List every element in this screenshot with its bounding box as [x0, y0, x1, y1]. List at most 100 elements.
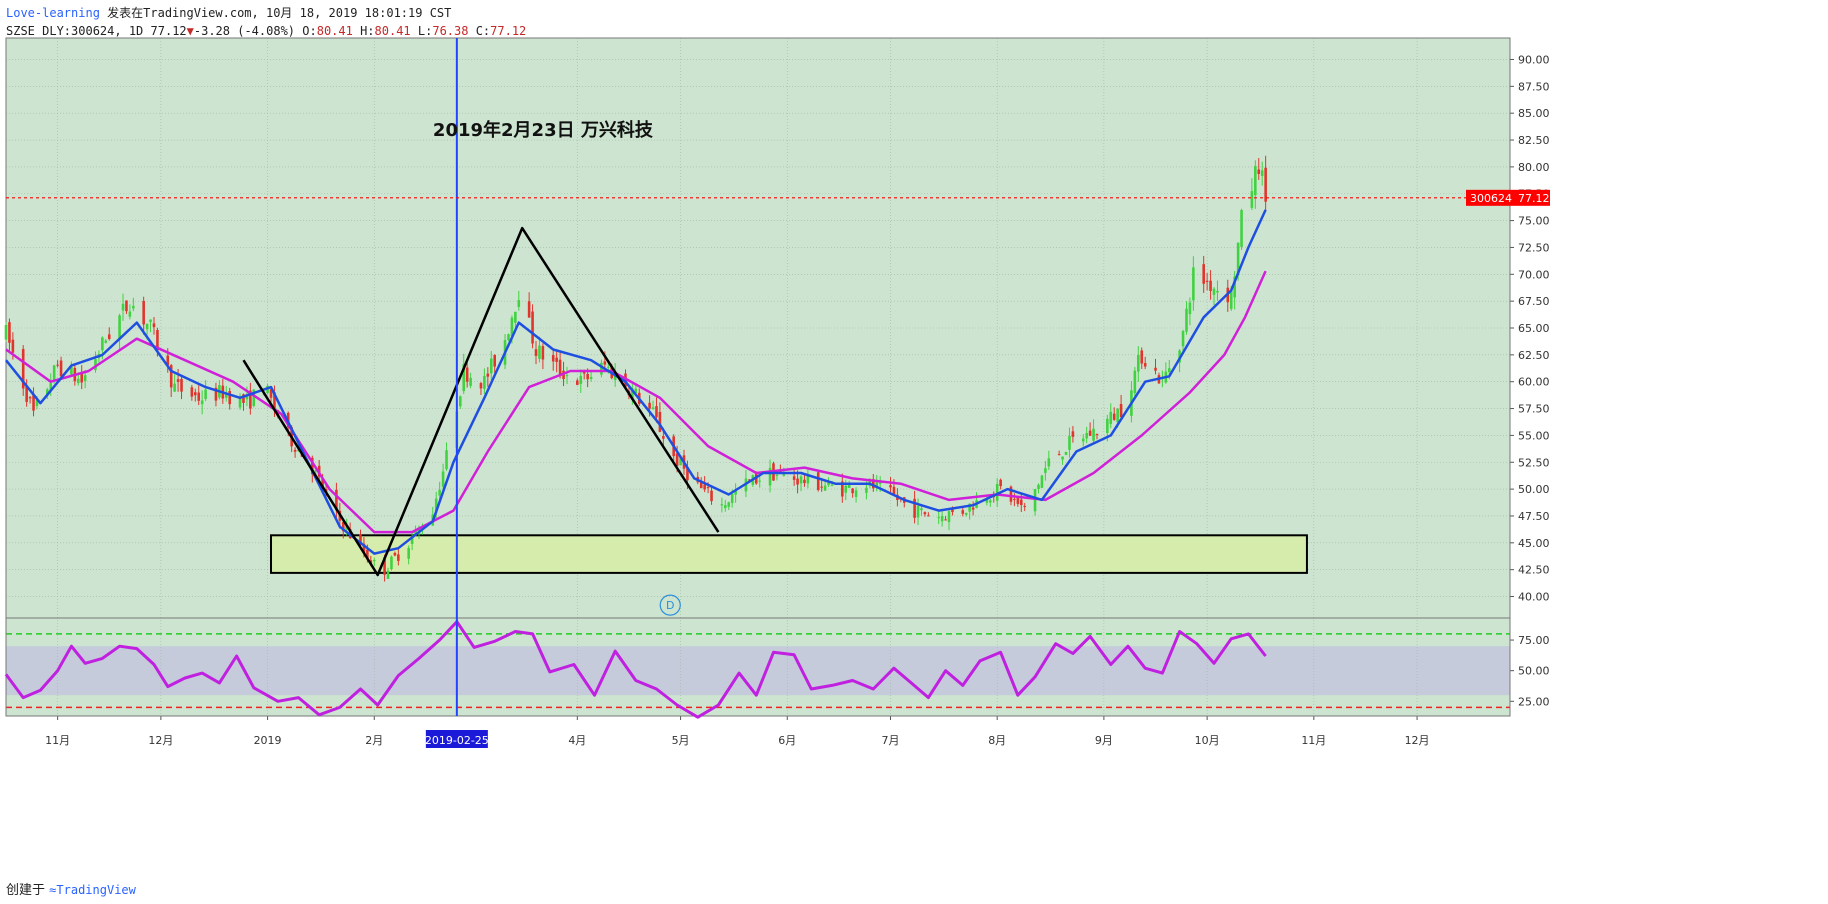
price-tick-label: 75.00 — [1518, 215, 1550, 228]
candle-body — [1167, 368, 1171, 373]
candle-body — [555, 357, 558, 362]
price-tick-label: 65.00 — [1518, 322, 1550, 335]
candle-body — [606, 366, 610, 368]
candle-body — [816, 472, 820, 490]
price-tick-label: 52.50 — [1518, 456, 1550, 469]
candle-body — [872, 479, 875, 489]
candle-body — [1023, 505, 1027, 507]
candle-body — [1229, 290, 1233, 309]
candle-body — [1064, 451, 1068, 455]
candle-body — [1205, 280, 1209, 282]
candle-body — [823, 485, 827, 491]
tradingview-brand[interactable]: TradingView — [56, 883, 136, 897]
candle-body — [851, 488, 854, 494]
price-tick-label: 55.00 — [1518, 429, 1550, 442]
candle-body — [386, 570, 390, 579]
candle-body — [173, 383, 176, 392]
candle-body — [372, 560, 376, 562]
date-highlight-box — [425, 730, 488, 748]
candle-body — [1143, 363, 1147, 367]
candle-body — [101, 337, 104, 351]
candle-body — [486, 373, 490, 377]
time-tick-label: 8月 — [988, 734, 1006, 747]
candle-body — [1257, 169, 1261, 174]
candle-body — [441, 471, 445, 487]
candle-body — [359, 534, 362, 545]
candle-body — [758, 480, 762, 482]
candle-body — [204, 389, 207, 399]
time-tick-label: 4月 — [568, 734, 586, 747]
candle-body — [1119, 404, 1123, 418]
candle-body — [410, 537, 414, 544]
price-tick-label: 80.00 — [1518, 161, 1550, 174]
candle-body — [238, 396, 242, 408]
candle-body — [242, 394, 245, 403]
candle-body — [49, 383, 53, 391]
candle-body — [947, 511, 951, 523]
candle-body — [76, 378, 80, 384]
candle-body — [366, 549, 369, 560]
candle-body — [768, 467, 772, 486]
price-tick-label: 87.50 — [1518, 80, 1550, 93]
candle-body — [920, 508, 923, 511]
candle-body — [1068, 436, 1071, 450]
candle-body — [59, 360, 63, 377]
price-tick-label: 72.50 — [1518, 241, 1550, 254]
candle-body — [11, 339, 15, 353]
candle-body — [1154, 367, 1157, 371]
candle-body — [603, 361, 607, 365]
candle-body — [655, 406, 658, 417]
candle-body — [1112, 413, 1116, 420]
candle-body — [720, 504, 724, 506]
candle-body — [558, 359, 562, 376]
candle-body — [118, 315, 121, 340]
candle-body — [865, 487, 868, 493]
candle-body — [710, 490, 713, 502]
candle-body — [971, 507, 975, 510]
candle-body — [25, 386, 28, 402]
candle-body — [782, 474, 786, 476]
candle-body — [730, 493, 734, 503]
candle-body — [52, 365, 56, 381]
candle-body — [703, 484, 706, 490]
candle-body — [1137, 354, 1140, 372]
price-tick-label: 90.00 — [1518, 53, 1550, 66]
candle-body — [169, 365, 173, 388]
close-key: C: — [475, 24, 491, 38]
candle-body — [1057, 454, 1061, 456]
candle-body — [80, 374, 84, 383]
candle-body — [1016, 495, 1020, 504]
candle-body — [1033, 488, 1037, 512]
candle-body — [927, 515, 930, 517]
candle-body — [249, 390, 252, 409]
candle-body — [445, 450, 448, 470]
candle-body — [531, 311, 534, 344]
time-tick-label: 11月 — [1301, 734, 1326, 747]
rsi-tick-label: 50.00 — [1518, 665, 1550, 678]
author-link[interactable]: Love-learning — [6, 6, 100, 20]
last-price-value: 77.12 — [1518, 192, 1550, 205]
candle-body — [875, 482, 879, 488]
candle-body — [565, 375, 569, 377]
candle-body — [734, 491, 737, 495]
candle-body — [70, 366, 73, 375]
candle-body — [727, 502, 731, 507]
candle-body — [362, 543, 366, 553]
candle-body — [314, 470, 318, 472]
candle-body — [1236, 242, 1240, 276]
candle-body — [803, 479, 806, 484]
candle-body — [686, 466, 689, 481]
candle-body — [841, 481, 844, 497]
candle-body — [1233, 276, 1236, 298]
chart-header-ohlc: SZSE_DLY:300624, 1D 77.12▼-3.28 (-4.08%)… — [6, 24, 526, 38]
candle-body — [214, 387, 218, 401]
candle-body — [407, 547, 410, 559]
candle-body — [35, 399, 39, 407]
candle-body — [662, 436, 665, 439]
candle-body — [245, 395, 249, 400]
candle-body — [579, 375, 583, 385]
candle-body — [83, 375, 87, 381]
candle-body — [142, 300, 145, 325]
candle-body — [1202, 264, 1205, 284]
